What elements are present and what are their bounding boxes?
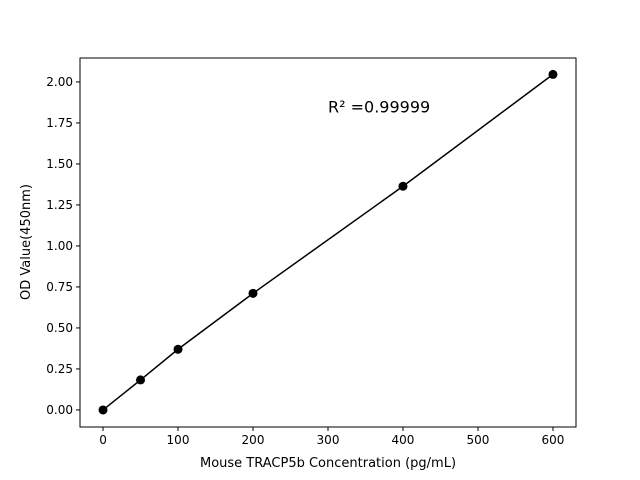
- x-tick-label: 300: [317, 433, 340, 447]
- x-tick-label: 500: [467, 433, 490, 447]
- r-squared-annotation: R² =0.99999: [328, 98, 430, 117]
- x-tick-label: 600: [542, 433, 565, 447]
- y-axis-label: OD Value(450nm): [19, 184, 34, 300]
- data-point: [398, 181, 408, 191]
- y-tick-label: 0.00: [46, 403, 73, 417]
- x-tick-label: 0: [99, 433, 107, 447]
- data-point: [548, 69, 558, 79]
- x-axis-label: Mouse TRACP5b Concentration (pg/mL): [200, 456, 456, 471]
- y-tick-label: 0.25: [46, 362, 73, 376]
- y-tick-label: 1.75: [46, 116, 73, 130]
- fit-line: [102, 73, 554, 411]
- data-point: [248, 288, 258, 298]
- y-tick-label: 2.00: [46, 75, 73, 89]
- x-tick-label: 400: [392, 433, 415, 447]
- y-tick-label: 1.25: [46, 198, 73, 212]
- data-point: [98, 405, 108, 415]
- x-tick-label: 100: [167, 433, 190, 447]
- data-point: [136, 375, 146, 385]
- x-tick-label: 200: [242, 433, 265, 447]
- y-tick-label: 1.50: [46, 157, 73, 171]
- y-tick-label: 0.50: [46, 321, 73, 335]
- y-tick-label: 1.00: [46, 239, 73, 253]
- data-point: [173, 344, 183, 354]
- y-tick-label: 0.75: [46, 280, 73, 294]
